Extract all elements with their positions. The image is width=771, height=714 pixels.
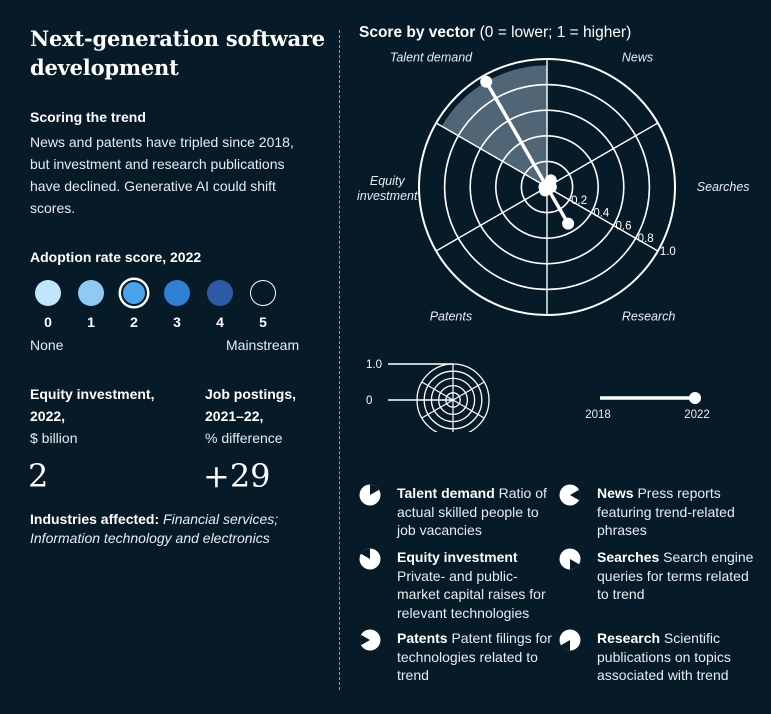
legend-entry-desc: Private- and public-market capital raise…: [397, 567, 546, 621]
legend-entry: Patents Patent filings for technologies …: [397, 629, 557, 685]
radar-vector-point: [562, 217, 575, 230]
equity-unit: $ billion: [30, 430, 78, 446]
legend-entry: News Press reports featuring trend-relat…: [597, 484, 757, 540]
adoption-dot-3: [164, 280, 190, 306]
radar-axis-label: Patents: [430, 310, 472, 324]
radar-vector-line: [484, 79, 546, 184]
legend-entry-name: Talent demand: [397, 485, 495, 501]
radar-spoke: [435, 122, 548, 188]
adoption-heading: Adoption rate score, 2022: [30, 249, 202, 265]
legend-entry-desc: Press reports featuring trend-related ph…: [597, 485, 735, 538]
jobs-value: +29: [203, 457, 271, 495]
adoption-dot-5: [250, 280, 276, 306]
legend-entry-name: Research: [597, 630, 661, 646]
scoring-text: News and patents have tripled since 2018…: [30, 134, 294, 216]
industries-list-line1: Financial services;: [163, 511, 279, 527]
adoption-level-label: 4: [216, 314, 224, 330]
legend-entry: Research Scientific publications on topi…: [597, 629, 757, 685]
adoption-level-label: 0: [44, 314, 52, 330]
key-spoke: [452, 381, 485, 401]
legend-entry-name: Equity investment: [397, 549, 518, 565]
equity-heading: Equity investment, 2022,: [30, 383, 154, 427]
key-spoke: [421, 381, 454, 401]
industries-label: Industries affected:: [30, 511, 160, 527]
legend-entry: Searches Search engine queries for terms…: [597, 548, 757, 604]
adoption-level-label: 2: [130, 314, 138, 330]
jobs-heading-line1: Job postings,: [205, 386, 296, 402]
radar-spoke: [546, 186, 659, 252]
radar-chart: 0.2 0.4 0.6 0.8 1.0 Talent demand News Searches…: [357, 50, 750, 324]
key-spoke: [421, 399, 454, 419]
equity-heading-line1: Equity investment,: [30, 386, 155, 402]
legend-entry: Equity investment Private- and public-ma…: [397, 548, 557, 622]
legend-entry-desc: Ratio of actual skilled people to job va…: [397, 485, 547, 538]
radar-ring-label: 0.4: [593, 208, 610, 220]
key-year-start: 2018: [585, 409, 611, 421]
adoption-level-label: 1: [87, 314, 95, 330]
equity-heading-line2: 2022,: [30, 408, 66, 424]
adoption-dot-0: [35, 280, 61, 306]
chart-subtitle: (0 = lower; 1 = higher): [479, 24, 632, 41]
radar-axis-label: Talent demand: [390, 50, 473, 64]
scoring-heading: Scoring the trend: [30, 109, 146, 125]
adoption-level-label: 3: [173, 314, 181, 330]
adoption-dot-1: [78, 280, 104, 306]
adoption-dot-4: [207, 280, 233, 306]
industries-list-line2: Information technology and electronics: [30, 530, 270, 546]
legend-entry-desc: Scientific publications on topics associ…: [597, 630, 731, 683]
adoption-high-label: Mainstream: [226, 337, 300, 353]
jobs-heading: Job postings, 2021–22,: [205, 383, 296, 427]
radar-key: 1.0 0 2018 2022: [366, 359, 710, 432]
jobs-heading-line2: 2021–22,: [205, 408, 264, 424]
legend-entry-desc: Search engine queries for terms related …: [597, 549, 754, 602]
legend-entry-name: News: [597, 485, 634, 501]
radar-highlight-sector: [441, 65, 547, 187]
legend-sector-icon: [359, 548, 381, 570]
radar-spoke: [435, 186, 548, 252]
key-year-end-point: [689, 392, 701, 404]
legend-sector-icon: [359, 629, 381, 651]
chart-title: Score by vector (0 = lower; 1 = higher): [359, 24, 631, 42]
jobs-unit: % difference: [205, 430, 283, 446]
adoption-dot-2: [121, 280, 147, 306]
radar-ring-label: 1.0: [660, 246, 676, 258]
equity-value: 2: [28, 457, 49, 495]
key-ring-top-label: 1.0: [366, 359, 382, 371]
radar-spoke: [546, 122, 659, 188]
chart-title-text: Score by vector: [359, 24, 476, 41]
radar-axis-label: News: [622, 50, 653, 64]
adoption-low-label: None: [30, 337, 64, 353]
legend-entry-name: Patents: [397, 630, 448, 646]
key-ring-bottom-label: 0: [366, 395, 372, 407]
adoption-level-label: 5: [259, 314, 267, 330]
radar-vector-point: [480, 75, 493, 88]
legend-entry-desc: Patent filings for technologies related …: [397, 630, 552, 683]
legend-sector-icon: [559, 629, 581, 651]
page-title: Next-generation software development: [30, 26, 325, 80]
radar-axis-label: Research: [622, 310, 676, 324]
radar-axis-label: Searches: [697, 180, 750, 194]
legend-sector-icon: [559, 548, 581, 570]
key-year-end: 2022: [684, 409, 710, 421]
legend-sector-icon: [359, 484, 381, 506]
radar-axis-label: Equity investment: [357, 174, 418, 203]
radar-ring-label: 0.6: [616, 220, 632, 232]
radar-vector-line: [547, 188, 570, 226]
key-spoke: [452, 399, 485, 419]
radar-ring-label: 0.8: [638, 233, 654, 245]
industries-affected: Industries affected: Financial services;…: [30, 510, 300, 548]
radar-ring-label: 0.2: [571, 195, 587, 207]
radar-vector-point: [538, 181, 551, 193]
legend-sector-icon: [559, 484, 581, 506]
legend-entry-name: Searches: [597, 549, 660, 565]
column-divider: [339, 30, 340, 690]
legend-entry: Talent demand Ratio of actual skilled pe…: [397, 484, 557, 540]
